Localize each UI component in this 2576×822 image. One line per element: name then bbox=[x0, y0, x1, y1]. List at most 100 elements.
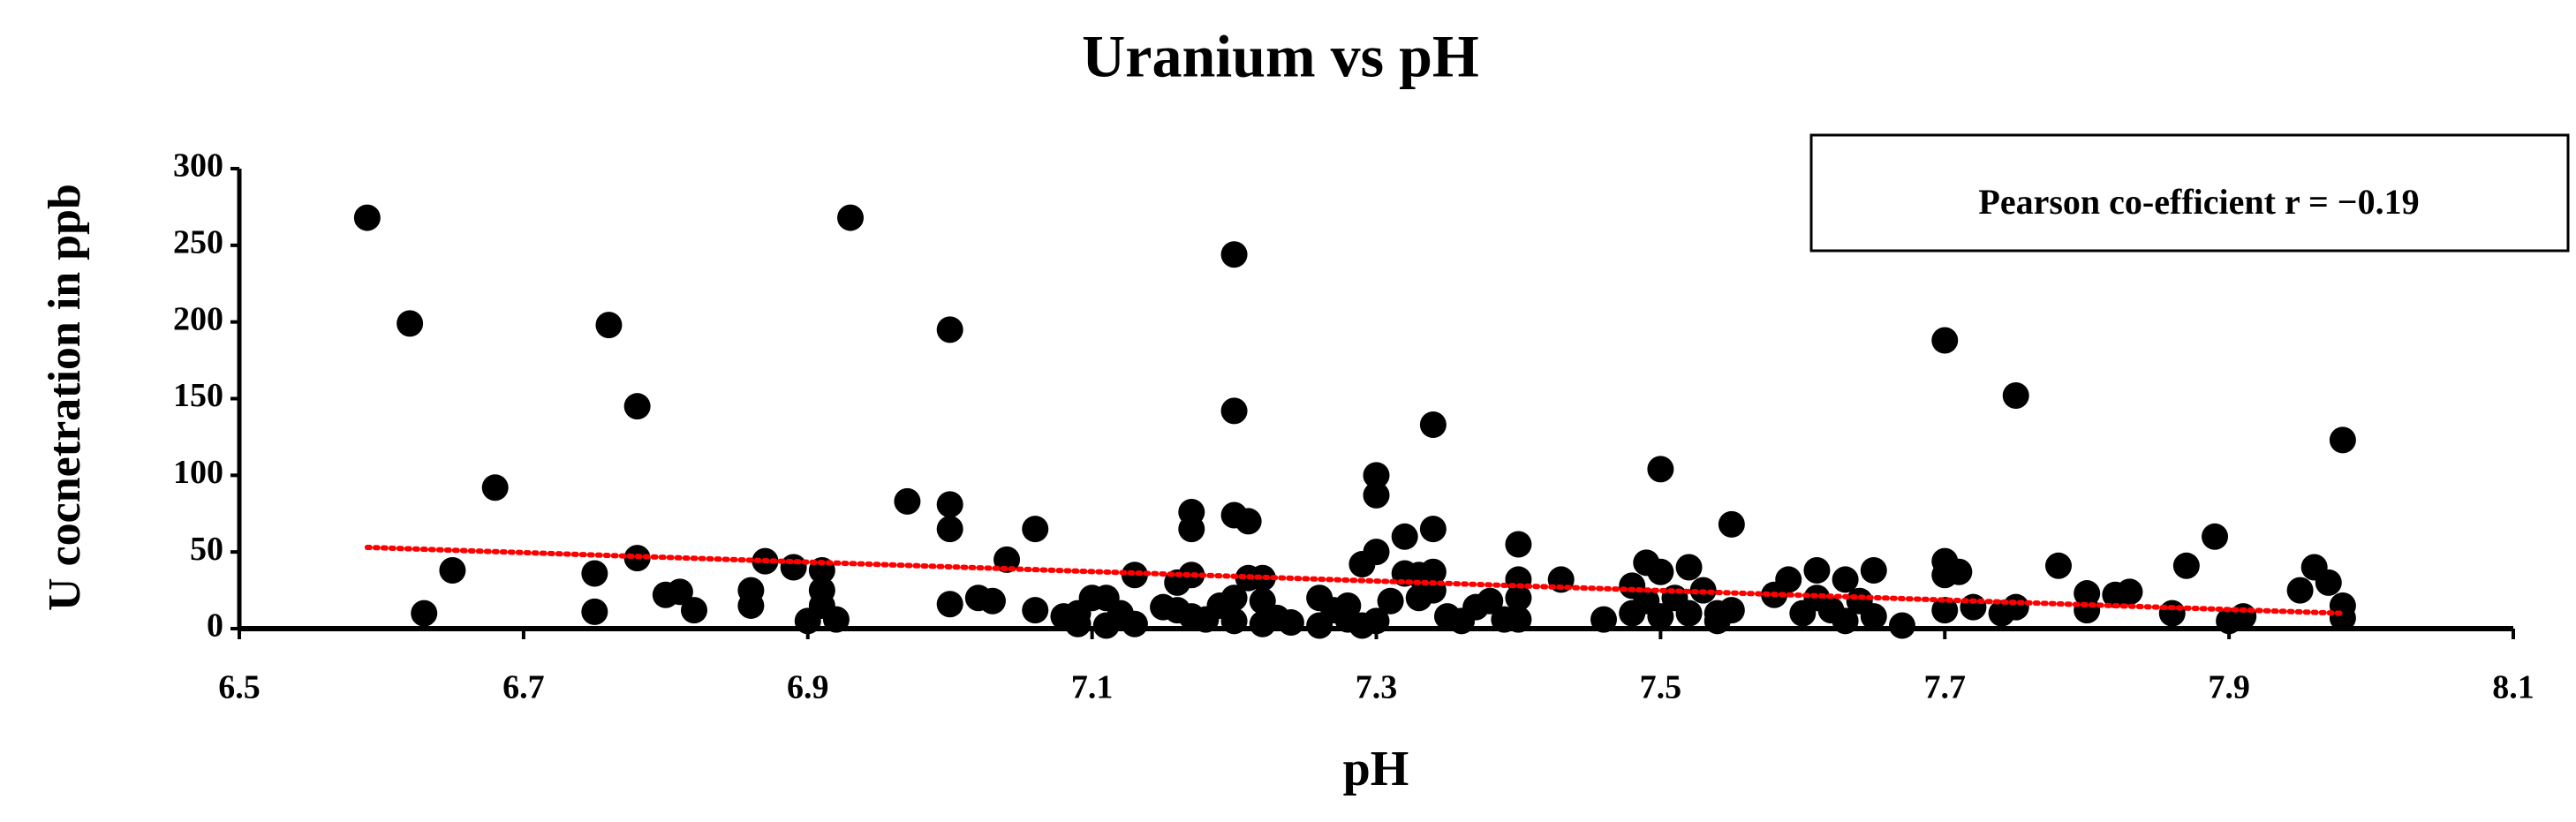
y-tick-label: 150 bbox=[173, 377, 223, 414]
point bbox=[780, 554, 807, 581]
y-tick-label: 250 bbox=[173, 224, 223, 261]
point bbox=[623, 393, 651, 420]
point bbox=[1647, 603, 1674, 630]
point bbox=[894, 487, 921, 515]
point bbox=[1220, 241, 1248, 268]
point bbox=[397, 310, 424, 337]
point bbox=[481, 474, 509, 501]
point bbox=[2002, 382, 2029, 410]
point bbox=[681, 597, 707, 624]
y-tick-label: 50 bbox=[190, 531, 223, 568]
annotation: Pearson co-efficient r = −0.19 bbox=[1978, 182, 2419, 222]
point bbox=[1121, 562, 1148, 589]
point bbox=[837, 204, 865, 231]
point bbox=[2002, 593, 2029, 621]
point bbox=[1235, 508, 1262, 535]
x-axis-label: pH bbox=[1343, 742, 1409, 796]
point bbox=[1718, 510, 1745, 538]
x-tick-label: 6.5 bbox=[218, 669, 261, 706]
y-tick-label: 0 bbox=[207, 607, 223, 645]
point bbox=[1277, 609, 1304, 637]
point bbox=[1022, 516, 1049, 543]
point bbox=[1419, 558, 1447, 585]
point bbox=[1419, 516, 1447, 543]
point bbox=[1363, 462, 1390, 489]
point bbox=[1860, 557, 1887, 584]
point bbox=[936, 491, 963, 518]
annotation-box bbox=[1809, 133, 2570, 253]
y-tick-label: 100 bbox=[173, 454, 223, 491]
point bbox=[1363, 481, 1390, 509]
point bbox=[1931, 327, 1959, 354]
point bbox=[2158, 600, 2186, 627]
point bbox=[1888, 612, 1915, 639]
x-tick-label: 7.3 bbox=[1356, 669, 1398, 706]
point bbox=[737, 592, 765, 619]
point bbox=[595, 312, 623, 339]
x-tick-label: 6.9 bbox=[787, 669, 829, 706]
point bbox=[1675, 600, 1703, 627]
point bbox=[2315, 569, 2342, 596]
y-tick-label: 300 bbox=[173, 147, 223, 185]
point bbox=[2329, 604, 2356, 631]
point bbox=[353, 204, 381, 231]
point bbox=[411, 600, 438, 627]
point bbox=[2045, 552, 2072, 579]
point bbox=[822, 606, 850, 633]
point bbox=[1647, 456, 1674, 483]
point bbox=[1220, 397, 1248, 425]
trendline bbox=[364, 544, 2346, 616]
point bbox=[2074, 597, 2101, 624]
point bbox=[978, 587, 1006, 615]
point bbox=[1419, 411, 1447, 439]
point bbox=[1363, 539, 1390, 566]
point bbox=[1377, 587, 1404, 615]
point bbox=[1178, 516, 1205, 543]
point bbox=[2202, 523, 2229, 550]
point bbox=[1220, 584, 1248, 612]
point bbox=[581, 598, 608, 625]
point bbox=[1775, 566, 1802, 593]
point bbox=[1363, 607, 1390, 635]
point bbox=[1832, 607, 1859, 635]
point bbox=[1121, 610, 1148, 637]
point bbox=[936, 316, 963, 343]
point bbox=[808, 577, 835, 604]
point bbox=[581, 560, 608, 587]
point bbox=[2329, 426, 2356, 454]
point bbox=[1718, 597, 1745, 624]
point bbox=[1960, 593, 1987, 621]
point bbox=[993, 546, 1021, 573]
chart-title: Uranium vs pH bbox=[1082, 23, 1479, 90]
x-tick-label: 7.7 bbox=[1924, 669, 1967, 706]
point bbox=[936, 516, 963, 543]
point bbox=[1931, 597, 1959, 624]
x-tick-label: 7.1 bbox=[1071, 669, 1114, 706]
point bbox=[1505, 584, 1532, 612]
point bbox=[2116, 578, 2143, 606]
point bbox=[1675, 554, 1703, 581]
point bbox=[1477, 587, 1504, 615]
point bbox=[1220, 607, 1248, 635]
x-tick-label: 6.7 bbox=[502, 669, 545, 706]
point bbox=[1945, 558, 1973, 585]
point bbox=[2172, 552, 2200, 579]
x-tick-label: 7.9 bbox=[2208, 669, 2250, 706]
point bbox=[1590, 606, 1617, 633]
point bbox=[1505, 531, 1532, 558]
point bbox=[1803, 557, 1831, 584]
point bbox=[1832, 566, 1859, 593]
point bbox=[666, 578, 693, 606]
x-tick-label: 7.5 bbox=[1640, 669, 1682, 706]
point bbox=[439, 557, 466, 584]
point bbox=[936, 591, 963, 618]
point bbox=[1391, 523, 1418, 550]
point bbox=[1647, 558, 1674, 585]
point bbox=[1022, 597, 1049, 624]
point bbox=[2286, 577, 2314, 604]
y-tick-label: 200 bbox=[173, 300, 223, 337]
point bbox=[1505, 606, 1532, 633]
x-tick-label: 8.1 bbox=[2492, 669, 2534, 706]
